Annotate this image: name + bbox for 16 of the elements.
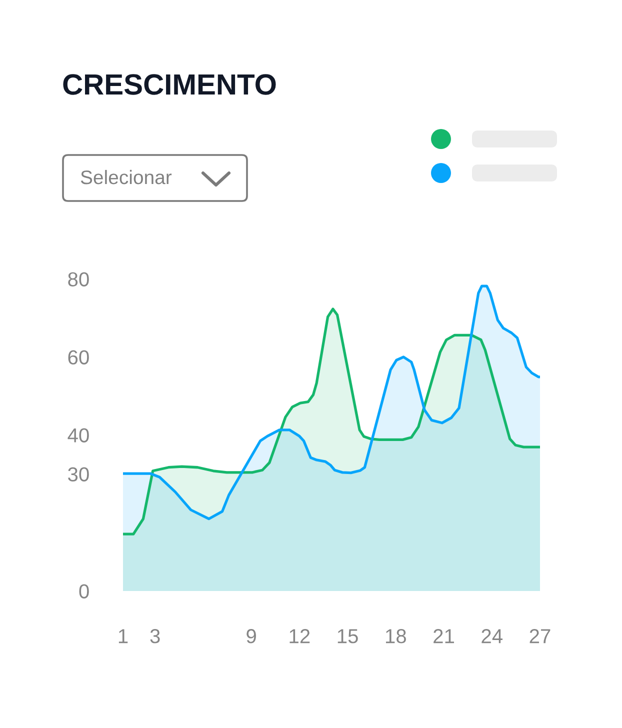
x-tick-label: 1 bbox=[118, 629, 128, 644]
y-tick-label: 60 bbox=[68, 350, 89, 364]
x-tick-label: 3 bbox=[150, 629, 160, 644]
x-tick-label: 27 bbox=[530, 629, 550, 644]
x-tick-label: 24 bbox=[482, 629, 502, 644]
y-tick-label: 0 bbox=[79, 584, 89, 598]
x-tick-label: 9 bbox=[246, 629, 256, 644]
chart-title: CRESCIMENTO bbox=[63, 74, 276, 95]
x-tick-label: 18 bbox=[386, 629, 406, 644]
x-tick-label: 15 bbox=[338, 629, 358, 644]
x-tick-label: 12 bbox=[290, 629, 310, 644]
y-tick-label: 30 bbox=[68, 467, 89, 482]
y-tick-label: 80 bbox=[68, 272, 89, 286]
x-tick-label: 21 bbox=[434, 629, 454, 644]
y-tick-label: 40 bbox=[68, 428, 89, 442]
text: Selecionar bbox=[80, 170, 172, 184]
